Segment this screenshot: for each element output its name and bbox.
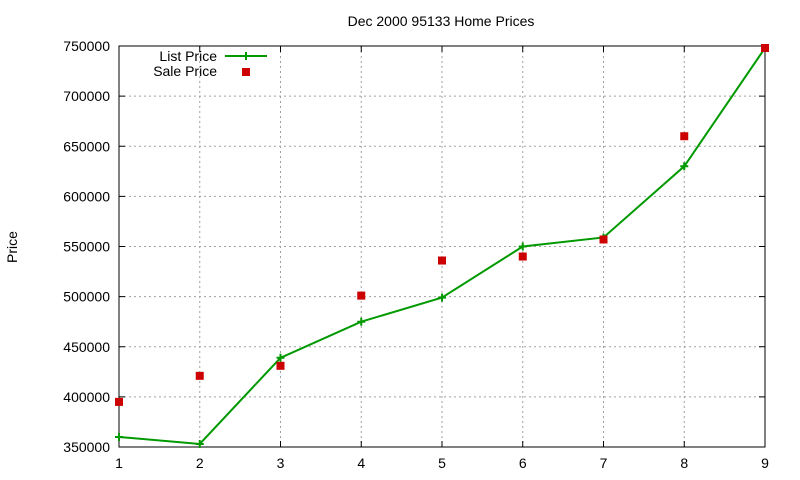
x-tick-label: 5 bbox=[438, 455, 446, 471]
y-tick-label: 700000 bbox=[63, 88, 110, 104]
x-tick-label: 7 bbox=[600, 455, 608, 471]
legend: List Price Sale Price bbox=[153, 48, 267, 79]
x-tick-label: 9 bbox=[761, 455, 769, 471]
data-point-sale-price bbox=[761, 44, 769, 53]
y-tick-label: 450000 bbox=[63, 339, 110, 355]
grid-lines bbox=[119, 46, 765, 447]
y-tick-label: 350000 bbox=[63, 439, 110, 455]
x-tick-label: 6 bbox=[519, 455, 527, 471]
x-tick-label: 1 bbox=[115, 455, 123, 471]
series bbox=[115, 44, 769, 448]
y-tick-label: 650000 bbox=[63, 138, 110, 154]
legend-label-sale-price: Sale Price bbox=[153, 63, 217, 79]
y-tick-label: 600000 bbox=[63, 188, 110, 204]
data-point-sale-price bbox=[276, 361, 285, 370]
y-tick-label: 750000 bbox=[63, 38, 110, 54]
data-point-sale-price bbox=[115, 397, 123, 406]
data-point-list-price bbox=[276, 353, 285, 362]
data-point-sale-price bbox=[357, 291, 366, 300]
data-point-list-price bbox=[357, 317, 366, 326]
data-point-sale-price bbox=[195, 371, 204, 380]
data-point-sale-price bbox=[680, 132, 689, 141]
x-axis-ticks: 1 2 3 4 5 6 7 8 9 bbox=[115, 46, 769, 471]
legend-marker-sale-price bbox=[242, 68, 250, 76]
y-axis-ticks: 350000 400000 450000 500000 550000 600000 6500… bbox=[63, 38, 765, 455]
x-tick-label: 8 bbox=[680, 455, 688, 471]
y-axis-label: Price bbox=[4, 231, 20, 263]
data-point-list-price bbox=[115, 432, 123, 441]
legend-marker-list-price bbox=[242, 52, 250, 60]
data-point-sale-price bbox=[599, 235, 608, 244]
x-tick-label: 4 bbox=[357, 455, 365, 471]
x-tick-label: 3 bbox=[277, 455, 285, 471]
x-tick-label: 2 bbox=[196, 455, 204, 471]
data-point-list-price bbox=[518, 242, 527, 251]
y-tick-label: 500000 bbox=[63, 289, 110, 305]
y-tick-label: 400000 bbox=[63, 389, 110, 405]
data-point-sale-price bbox=[438, 256, 446, 265]
data-point-sale-price bbox=[518, 252, 527, 261]
data-point-list-price bbox=[438, 293, 446, 302]
y-tick-label: 550000 bbox=[63, 239, 110, 255]
legend-label-list-price: List Price bbox=[159, 48, 217, 64]
data-point-list-price bbox=[195, 439, 204, 448]
chart-title: Dec 2000 95133 Home Prices bbox=[348, 13, 535, 29]
data-point-list-price bbox=[680, 162, 689, 171]
